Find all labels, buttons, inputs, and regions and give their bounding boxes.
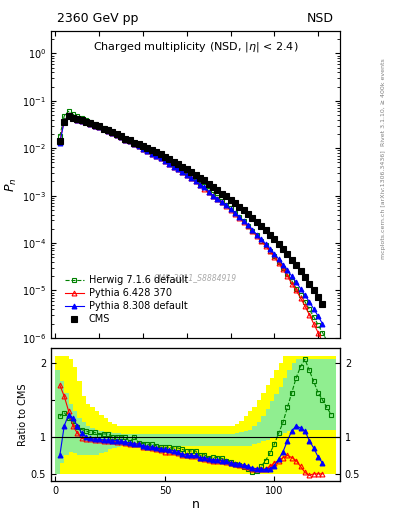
Herwig 7.1.6 default [189,174,193,180]
Pythia 6.428 370 [123,137,128,143]
CMS [202,177,207,183]
Text: Rivet 3.1.10, ≥ 400k events: Rivet 3.1.10, ≥ 400k events [381,58,386,146]
Pythia 6.428 370 [289,281,294,287]
Text: CMS_2011_S8884919: CMS_2011_S8884919 [154,273,237,283]
Pythia 8.308 default [123,137,128,143]
CMS [123,136,128,142]
Pythia 6.428 370 [202,186,207,192]
Pythia 6.428 370 [320,339,325,345]
CMS [219,190,224,197]
CMS [320,301,325,307]
Pythia 8.308 default [57,140,62,146]
Line: Herwig 7.1.6 default: Herwig 7.1.6 default [57,109,334,352]
CMS [154,149,158,155]
Pythia 6.428 370 [57,138,62,144]
Pythia 8.308 default [154,153,158,159]
Text: NSD: NSD [307,12,334,25]
Pythia 6.428 370 [66,113,71,119]
Text: mcplots.cern.ch [arXiv:1306.3436]: mcplots.cern.ch [arXiv:1306.3436] [381,151,386,259]
Pythia 6.428 370 [219,199,224,205]
Line: Pythia 8.308 default: Pythia 8.308 default [57,113,325,326]
X-axis label: n: n [191,498,200,510]
Legend: Herwig 7.1.6 default, Pythia 6.428 370, Pythia 8.308 default, CMS: Herwig 7.1.6 default, Pythia 6.428 370, … [62,272,191,327]
Line: CMS: CMS [57,113,325,307]
Pythia 8.308 default [320,321,325,327]
Pythia 8.308 default [66,113,71,119]
Pythia 8.308 default [202,184,207,190]
CMS [66,113,71,119]
CMS [289,257,294,263]
Text: Charged multiplicity (NSD, $|\eta|$ < 2.4): Charged multiplicity (NSD, $|\eta|$ < 2.… [93,40,298,54]
Herwig 7.1.6 default [66,108,71,114]
Herwig 7.1.6 default [198,180,202,186]
Pythia 6.428 370 [114,132,119,138]
Y-axis label: Ratio to CMS: Ratio to CMS [18,383,28,446]
Text: 2360 GeV pp: 2360 GeV pp [57,12,138,25]
Herwig 7.1.6 default [329,346,334,352]
Herwig 7.1.6 default [250,228,255,234]
Y-axis label: $P_n$: $P_n$ [4,177,19,191]
Herwig 7.1.6 default [136,143,141,150]
Pythia 8.308 default [289,273,294,279]
Line: Pythia 6.428 370: Pythia 6.428 370 [57,113,325,345]
Pythia 6.428 370 [154,153,158,159]
Herwig 7.1.6 default [325,337,329,344]
Pythia 8.308 default [219,199,224,205]
CMS [57,138,62,144]
CMS [114,131,119,137]
Herwig 7.1.6 default [57,133,62,139]
Pythia 8.308 default [114,132,119,138]
Herwig 7.1.6 default [145,147,150,154]
